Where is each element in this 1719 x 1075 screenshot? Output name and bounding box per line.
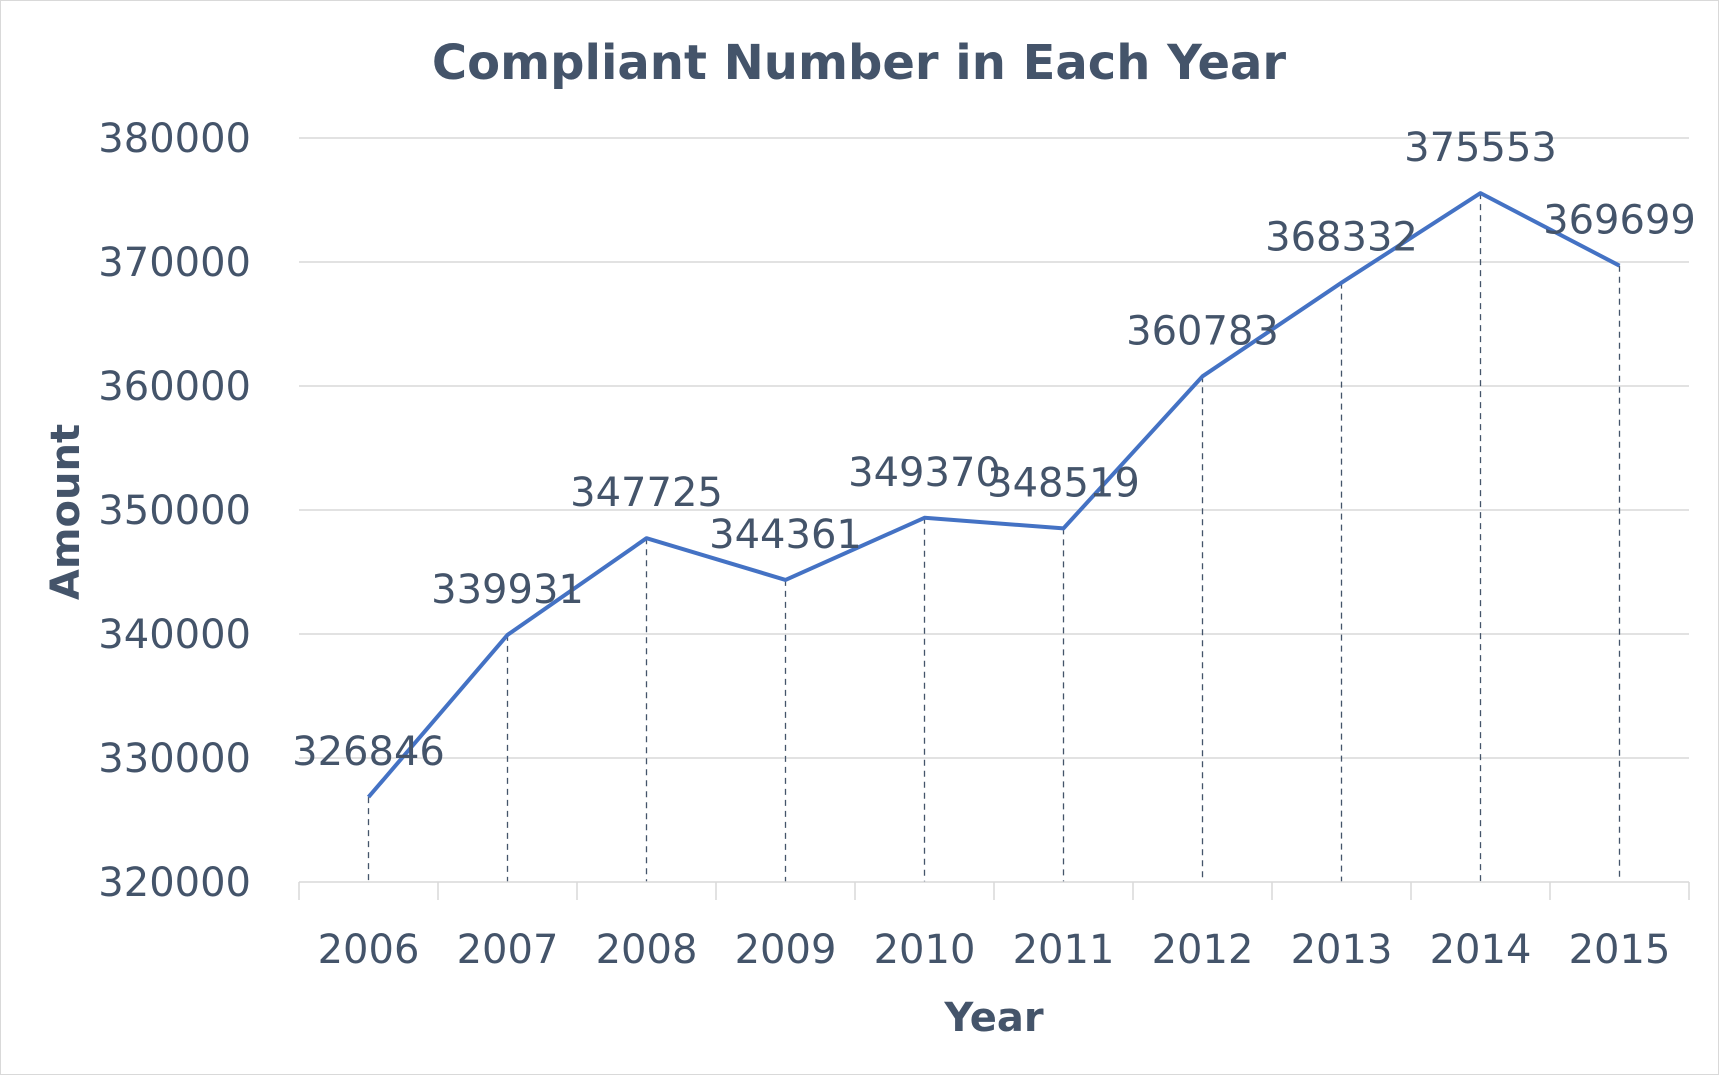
x-tick-label: 2010 bbox=[874, 927, 976, 973]
x-tick-label: 2013 bbox=[1291, 927, 1393, 973]
data-label: 347725 bbox=[570, 470, 723, 516]
chart-title: Compliant Number in Each Year bbox=[432, 35, 1287, 91]
y-tick-label: 380000 bbox=[98, 116, 251, 162]
y-axis-ticks: 320000 330000 340000 350000 360000 370000 3800… bbox=[98, 116, 251, 906]
y-tick-label: 350000 bbox=[98, 488, 251, 534]
x-tick-label: 2008 bbox=[596, 927, 698, 973]
data-label: 360783 bbox=[1126, 308, 1279, 354]
x-tick-label: 2011 bbox=[1013, 927, 1115, 973]
data-label: 368332 bbox=[1265, 215, 1418, 261]
data-label: 326846 bbox=[292, 729, 445, 775]
data-label: 344361 bbox=[709, 512, 862, 558]
x-tick-label: 2007 bbox=[457, 927, 559, 973]
data-label: 339931 bbox=[431, 567, 584, 613]
x-axis-title: Year bbox=[943, 995, 1043, 1041]
y-tick-label: 340000 bbox=[98, 612, 251, 658]
y-tick-label: 330000 bbox=[98, 736, 251, 782]
gridlines bbox=[299, 137, 1689, 759]
x-tick-label: 2014 bbox=[1430, 927, 1532, 973]
y-axis-title: Amount bbox=[43, 424, 89, 600]
series-line bbox=[366, 191, 1621, 799]
x-axis-ticks: 2006 2007 2008 2009 2010 2011 2012 2013 2014 2015 bbox=[318, 927, 1671, 973]
data-label: 349370 bbox=[848, 450, 1001, 496]
x-tick-label: 2015 bbox=[1569, 927, 1671, 973]
x-tick-label: 2006 bbox=[318, 927, 420, 973]
y-tick-label: 370000 bbox=[98, 240, 251, 286]
x-axis bbox=[298, 881, 1690, 900]
data-label: 369699 bbox=[1543, 198, 1696, 244]
data-label: 348519 bbox=[987, 460, 1140, 506]
y-tick-label: 360000 bbox=[98, 364, 251, 410]
data-label: 375553 bbox=[1404, 125, 1557, 171]
x-tick-label: 2009 bbox=[735, 927, 837, 973]
x-tick-label: 2012 bbox=[1152, 927, 1254, 973]
drop-lines bbox=[367, 193, 1621, 882]
y-tick-label: 320000 bbox=[98, 860, 251, 906]
series-layer bbox=[366, 191, 1621, 799]
